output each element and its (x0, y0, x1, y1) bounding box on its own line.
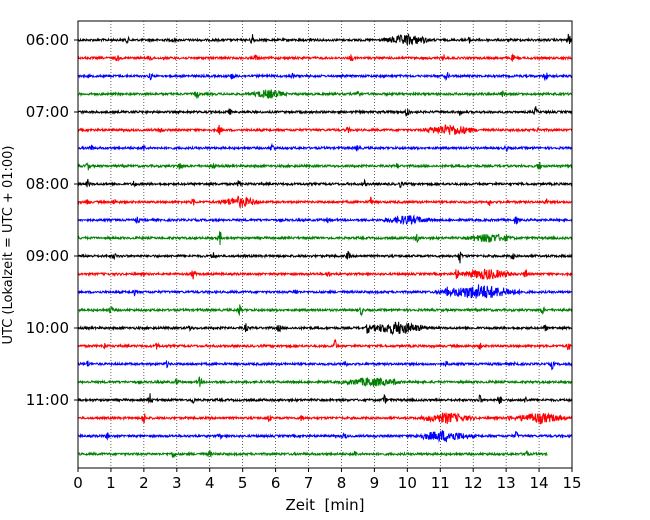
x-tick-label: 11 (431, 474, 450, 492)
trace-0800 (77, 178, 573, 189)
trace-0630 (77, 72, 573, 82)
trace-0815 (77, 195, 573, 209)
x-tick-label: 0 (73, 474, 83, 492)
x-tick-label: 1 (106, 474, 116, 492)
trace-0830 (77, 214, 573, 226)
x-tick-label: 7 (304, 474, 314, 492)
trace-1145 (77, 450, 548, 458)
y-tick-label: 10:00 (26, 319, 69, 337)
trace-1030 (77, 360, 573, 371)
y-tick-label: 09:00 (26, 247, 69, 265)
seismogram-traces (77, 33, 573, 458)
x-tick-label: 8 (337, 474, 347, 492)
trace-0845 (77, 231, 573, 245)
trace-0900 (77, 250, 573, 264)
x-tick-label: 14 (530, 474, 549, 492)
trace-1045 (77, 376, 573, 387)
plot-background (78, 21, 572, 468)
x-axis-ticks: 0 1 2 3 4 5 6 7 8 9 10 11 12 13 14 15 (73, 468, 582, 492)
x-tick-label: 5 (238, 474, 248, 492)
trace-1100 (77, 393, 573, 405)
x-tick-label: 10 (398, 474, 417, 492)
trace-0615 (77, 53, 573, 63)
plot-frame (77, 20, 573, 469)
x-tick-label: 9 (370, 474, 380, 492)
trace-1130 (77, 429, 573, 443)
trace-0945 (77, 304, 573, 317)
trace-1000 (77, 321, 573, 336)
trace-0730 (77, 142, 573, 153)
x-tick-label: 15 (562, 474, 581, 492)
trace-0915 (77, 268, 573, 280)
y-tick-label: 11:00 (26, 391, 69, 409)
x-tick-label: 12 (464, 474, 483, 492)
trace-0745 (77, 161, 573, 171)
trace-0700 (77, 106, 573, 117)
y-axis-label: UTC (Lokalzeit = UTC + 01:00) (1, 146, 16, 345)
trace-1115 (77, 412, 573, 425)
trace-0645 (77, 89, 573, 99)
y-tick-label: 08:00 (26, 175, 69, 193)
x-axis-label: Zeit [min] (285, 496, 364, 514)
y-tick-label: 07:00 (26, 103, 69, 121)
trace-0715 (77, 124, 573, 136)
trace-0600 (77, 33, 573, 46)
x-tick-label: 3 (172, 474, 182, 492)
y-axis-ticks: 06:00 07:00 08:00 09:00 10:00 11:00 (26, 31, 78, 409)
y-tick-label: 06:00 (26, 31, 69, 49)
x-tick-label: 13 (497, 474, 516, 492)
x-tick-label: 6 (271, 474, 281, 492)
trace-1015 (77, 339, 573, 351)
trace-0930 (77, 284, 573, 299)
x-tick-label: 4 (205, 474, 215, 492)
x-tick-label: 2 (139, 474, 149, 492)
grid (110, 21, 540, 468)
